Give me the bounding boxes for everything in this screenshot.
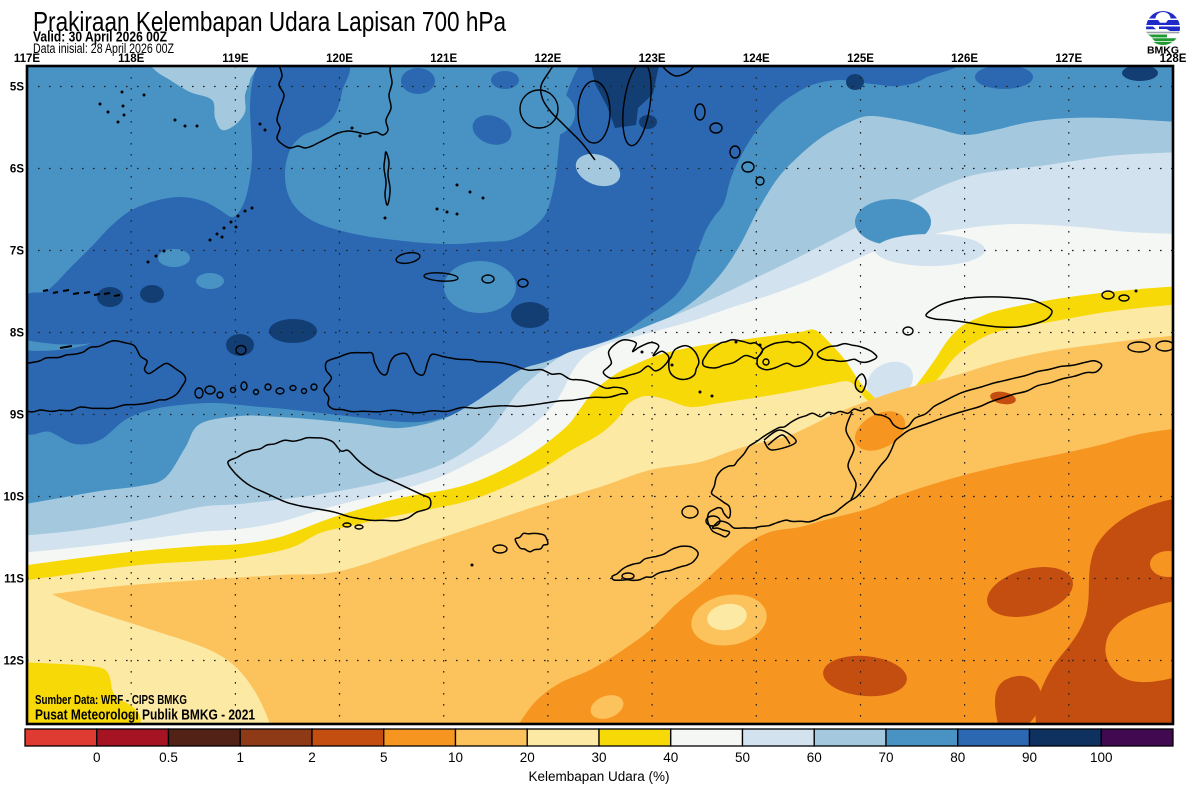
svg-text:12S: 12S [4,656,25,668]
svg-text:BMKG: BMKG [1147,45,1179,57]
svg-text:Pusat Meteorologi Publik BMKG: Pusat Meteorologi Publik BMKG - 2021 [35,708,255,724]
svg-text:90: 90 [1022,750,1037,765]
svg-text:9S: 9S [10,410,24,422]
svg-text:0.5: 0.5 [159,750,178,765]
svg-text:Kelembapan Udara (%): Kelembapan Udara (%) [528,769,669,784]
svg-text:124E: 124E [743,53,770,65]
svg-text:1: 1 [236,750,244,765]
svg-text:100: 100 [1090,750,1113,765]
svg-text:40: 40 [663,750,678,765]
svg-text:80: 80 [950,750,965,765]
svg-text:60: 60 [807,750,822,765]
svg-text:Prakiraan Kelembapan Udara Lap: Prakiraan Kelembapan Udara Lapisan 700 h… [33,6,506,37]
svg-text:Valid: 30 April 2026 00Z: Valid: 30 April 2026 00Z [33,30,167,46]
svg-text:20: 20 [520,750,535,765]
svg-text:121E: 121E [430,53,457,65]
svg-text:5: 5 [380,750,388,765]
svg-text:125E: 125E [847,53,874,65]
svg-text:6S: 6S [10,164,24,176]
svg-text:117E: 117E [14,53,41,65]
svg-text:0: 0 [93,750,101,765]
svg-text:8S: 8S [10,328,24,340]
svg-text:50: 50 [735,750,750,765]
svg-text:10: 10 [448,750,463,765]
svg-text:128E: 128E [1160,53,1187,65]
svg-text:126E: 126E [951,53,978,65]
svg-text:10S: 10S [4,492,25,504]
svg-text:70: 70 [878,750,893,765]
svg-text:30: 30 [591,750,606,765]
svg-text:7S: 7S [10,246,24,258]
svg-text:119E: 119E [222,53,249,65]
svg-text:2: 2 [308,750,316,765]
svg-text:123E: 123E [639,53,666,65]
svg-text:122E: 122E [534,53,561,65]
svg-text:Sumber Data: WRF - CIPS BMKG: Sumber Data: WRF - CIPS BMKG [35,692,187,707]
svg-text:127E: 127E [1055,53,1082,65]
svg-text:120E: 120E [326,53,353,65]
svg-text:118E: 118E [118,53,145,65]
svg-text:5S: 5S [10,82,24,94]
svg-text:Data inisial: 28 April 2026 00: Data inisial: 28 April 2026 00Z [33,41,174,56]
svg-text:11S: 11S [4,574,24,586]
